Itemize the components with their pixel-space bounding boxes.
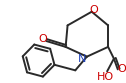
Text: O: O — [38, 34, 47, 44]
Text: N: N — [78, 54, 86, 64]
Text: HO: HO — [97, 72, 114, 82]
Text: O: O — [117, 64, 126, 74]
Text: O: O — [89, 5, 98, 15]
